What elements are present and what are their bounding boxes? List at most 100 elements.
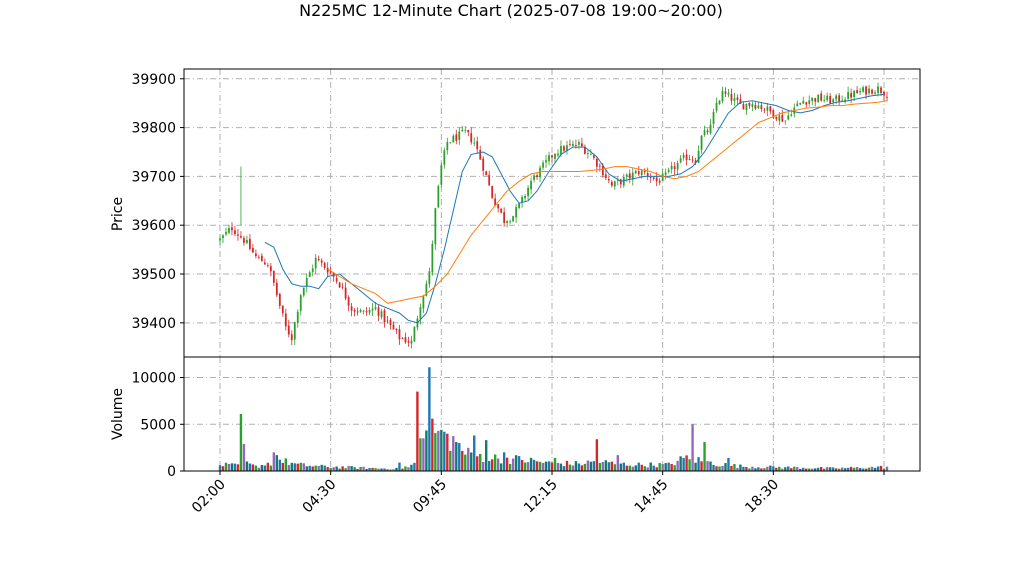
volume-bar: [287, 465, 290, 471]
volume-bar: [855, 466, 859, 471]
candle-body: [335, 278, 338, 282]
candle-body: [515, 207, 518, 218]
volume-bar: [502, 452, 506, 471]
volume-bar: [499, 463, 503, 471]
volume-bar: [302, 463, 305, 471]
volume-bar: [446, 433, 449, 471]
x-tick-label: 14:45: [632, 477, 672, 517]
candle-body: [575, 145, 577, 146]
candle-body: [631, 172, 634, 180]
candle-body: [802, 100, 805, 104]
volume-bar: [335, 466, 338, 471]
volume-bar: [619, 463, 622, 471]
volume-bar: [359, 466, 362, 471]
volume-bar: [885, 466, 889, 471]
candle-body: [356, 311, 359, 313]
candle-body: [601, 165, 604, 176]
volume-bar: [568, 464, 572, 471]
volume-bar: [760, 468, 763, 471]
volume-bar: [374, 468, 377, 471]
volume-bar: [353, 467, 356, 471]
volume-bar: [338, 468, 341, 471]
candle-body: [536, 175, 538, 178]
volume-bar: [248, 463, 252, 471]
candle-body: [437, 185, 440, 208]
volume-bar: [781, 468, 784, 471]
volume-bar: [772, 466, 775, 471]
volume-bar: [688, 459, 691, 471]
candle-body: [778, 115, 781, 121]
candle-body: [293, 322, 296, 340]
volume-bar: [356, 468, 359, 471]
candle-body: [685, 154, 688, 161]
candle-body: [790, 114, 793, 116]
candle-body: [350, 306, 353, 311]
candle-body: [557, 153, 559, 156]
x-tick-label: 09:45: [410, 477, 450, 517]
candle-body: [308, 272, 311, 277]
candle-body: [643, 170, 646, 173]
volume-bar: [769, 465, 772, 471]
candle-body: [883, 91, 885, 96]
candle-body: [431, 243, 434, 273]
candle-body: [742, 104, 745, 110]
volume-bar: [341, 466, 344, 471]
candle-body: [733, 98, 736, 101]
candle-body: [260, 255, 263, 262]
candle-body: [542, 162, 544, 168]
candle-body: [290, 334, 293, 341]
volume-bar: [308, 465, 311, 471]
candle-body: [219, 238, 221, 241]
volume-bar: [793, 466, 796, 471]
candle-body: [323, 263, 326, 268]
candle-body: [548, 155, 550, 162]
volume-bar: [242, 443, 246, 471]
volume-bar: [281, 462, 285, 471]
volume-bar: [305, 466, 308, 471]
candle-body: [326, 267, 329, 273]
candle-body: [407, 341, 410, 343]
volume-bar: [538, 461, 542, 471]
candle-body: [667, 169, 670, 172]
candle-body: [404, 337, 407, 343]
volume-bar: [227, 463, 231, 471]
volume-bar: [763, 468, 766, 471]
volume-bar: [730, 465, 733, 471]
volume-bar: [371, 467, 374, 471]
volume-bar: [449, 450, 452, 471]
volume-bar: [820, 467, 823, 471]
volume-bar: [263, 465, 267, 471]
candle-body: [347, 297, 350, 306]
candle-body: [302, 287, 305, 296]
candle-body: [622, 177, 625, 186]
volume-bar: [230, 463, 234, 471]
x-tick-label: 18:30: [742, 477, 782, 517]
candle-body: [470, 133, 473, 143]
volume-bar: [840, 467, 844, 471]
candle-body: [225, 231, 227, 235]
candle-body: [464, 129, 467, 131]
volume-bar: [778, 466, 781, 471]
volume-bars: [218, 367, 889, 471]
x-axis: 02:00 04:30 09:45 12:15 14:45 18:30: [189, 471, 885, 517]
candle-body: [380, 311, 383, 318]
volume-bar: [799, 468, 802, 471]
volume-bar: [876, 466, 880, 471]
candle-body: [817, 94, 820, 103]
volume-bar: [867, 467, 871, 471]
candle-body: [676, 163, 679, 170]
volume-bar: [380, 468, 383, 471]
volume-bar: [574, 461, 578, 471]
volume-bar: [440, 429, 443, 471]
candle-body: [485, 171, 488, 176]
volume-bar: [796, 467, 799, 471]
volume-bar: [577, 463, 581, 471]
volume-bar: [622, 462, 625, 471]
volume-bar: [745, 466, 748, 471]
volume-bar: [476, 456, 479, 471]
candle-body: [581, 143, 583, 147]
volume-bar: [610, 461, 614, 471]
volume-bar: [541, 462, 545, 471]
candle-body: [222, 235, 224, 238]
candle-body: [727, 92, 730, 95]
